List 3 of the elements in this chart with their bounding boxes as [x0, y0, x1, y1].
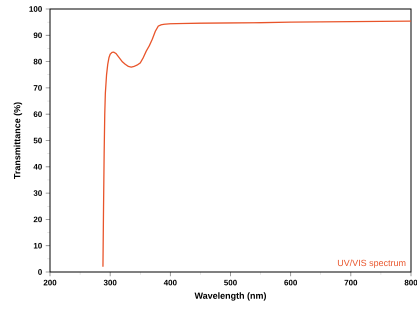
text: UV/VIS spectrum [338, 260, 406, 268]
y-axis-title: Transmittance (%) [14, 102, 22, 180]
x-axis-title: Wavelength (nm) [194, 292, 266, 301]
